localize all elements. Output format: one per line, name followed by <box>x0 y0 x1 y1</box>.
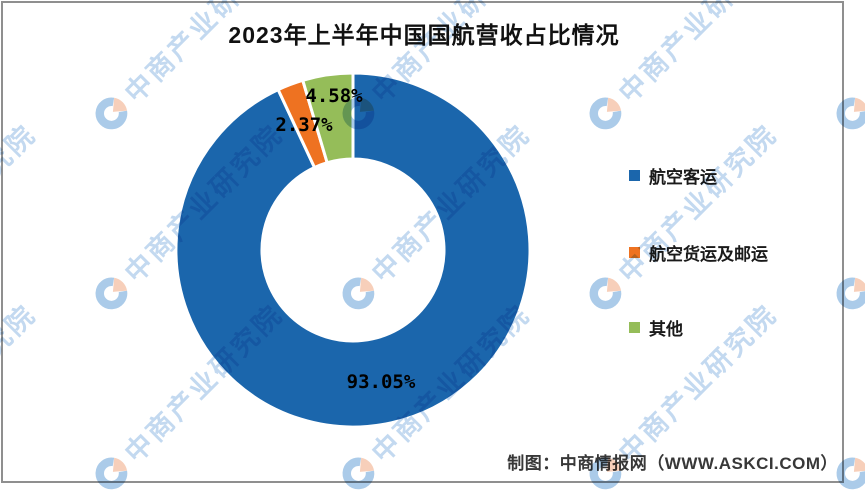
watermark-text: 中商产业研究院 <box>860 298 865 469</box>
legend-label-passenger: 航空客运 <box>649 167 717 187</box>
watermark-text: 中商产业研究院 <box>860 0 865 109</box>
data-label-other: 4.58% <box>305 85 363 107</box>
legend-label-other: 其他 <box>649 319 683 339</box>
legend-item-cargo-mail: 航空货运及邮运 <box>629 241 768 264</box>
watermark-text: 中商产业研究院 <box>860 118 865 289</box>
data-label-cargo: 2.37% <box>275 114 333 136</box>
legend-label-cargo-mail: 航空货运及邮运 <box>649 244 768 264</box>
donut-slice-0 <box>174 71 532 429</box>
legend-item-other: 其他 <box>629 316 683 339</box>
data-label-passenger: 93.05% <box>346 371 416 393</box>
legend-swatch-passenger <box>629 169 640 181</box>
chart-page: { "title": "2023年上半年中国国航营收占比情况", "waterm… <box>0 0 865 489</box>
chart-title: 2023年上半年中国国航营收占比情况 <box>228 22 620 48</box>
chart-border-frame <box>1 1 844 483</box>
donut-chart <box>174 71 532 429</box>
legend-swatch-other <box>629 321 640 333</box>
legend-swatch-cargo-mail <box>629 246 640 258</box>
source-credit: 制图：中商情报网（WWW.ASKCI.COM） <box>507 454 838 473</box>
legend-item-passenger: 航空客运 <box>629 164 717 187</box>
